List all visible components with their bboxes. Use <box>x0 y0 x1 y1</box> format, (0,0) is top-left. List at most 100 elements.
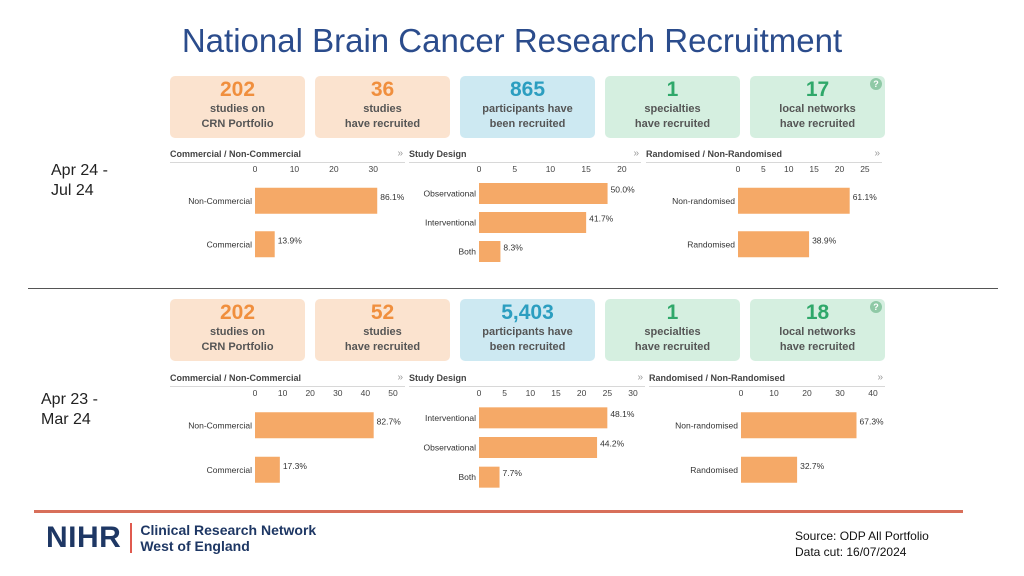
value-label: 17.3% <box>283 461 308 471</box>
bar <box>255 456 280 483</box>
value-label: 8.3% <box>503 243 523 253</box>
nihr-logo-separator <box>130 523 133 553</box>
value-label: 67.3% <box>860 416 885 426</box>
kpi-tile: 202 studies on CRN Portfolio <box>170 76 305 138</box>
expand-icon[interactable]: » <box>874 148 880 159</box>
category-label: Interventional <box>425 413 476 423</box>
x-tick-label: 40 <box>868 388 878 398</box>
kpi-value: 865 <box>509 78 546 101</box>
x-tick-label: 30 <box>369 164 379 174</box>
page-title: National Brain Cancer Research Recruitme… <box>181 22 843 59</box>
bar <box>738 187 850 214</box>
period-label-2023: Apr 23 - Mar 24 <box>41 391 98 428</box>
x-tick-label: 0 <box>253 164 258 174</box>
x-tick-label: 20 <box>329 164 339 174</box>
value-label: 32.7% <box>800 461 825 471</box>
footer-rule <box>34 510 963 513</box>
kpi-label: participants have been recruited <box>482 326 573 353</box>
kpi-label: specialties have recruited <box>634 103 711 130</box>
expand-icon[interactable]: » <box>397 372 403 383</box>
bar <box>741 412 857 439</box>
chart-panel-study-design-2024: Study Design » 0 5 10 15 20 Observational 50.0% I… <box>409 148 641 268</box>
source-note: Source: ODP All Portfolio Data cut: 16/0… <box>795 529 929 559</box>
bar <box>738 231 810 258</box>
section-divider <box>28 288 998 289</box>
bar-chart: 0 10 20 30 Non-Commercial 86.1% Commercial 13.9… <box>188 164 405 258</box>
x-tick-label: 10 <box>278 388 288 398</box>
kpi-tile: 17 local networks have recruited? <box>750 76 885 138</box>
x-tick-label: 5 <box>512 164 517 174</box>
value-label: 44.2% <box>600 439 625 449</box>
help-icon[interactable]: ? <box>870 78 882 90</box>
kpi-tiles-2024: 202 studies on CRN Portfolio 36 studies hav… <box>170 76 885 138</box>
expand-icon[interactable]: » <box>637 372 643 383</box>
value-label: 82.7% <box>377 416 402 426</box>
x-tick-label: 0 <box>477 164 482 174</box>
x-tick-label: 5 <box>502 388 507 398</box>
kpi-tile: 5,403 participants have been recruited <box>460 299 595 361</box>
chart-panel-commercial-2024: Commercial / Non-Commercial » 0 10 20 30 Non-C… <box>170 148 405 268</box>
x-tick-label: 15 <box>551 388 561 398</box>
chart-panel-randomised-2024: Randomised / Non-Randomised » 0 5 10 15 20 25 No… <box>646 148 882 268</box>
chart-title: Commercial / Non-Commercial <box>170 373 302 383</box>
x-tick-label: 0 <box>736 164 741 174</box>
kpi-label: participants have been recruited <box>482 103 573 130</box>
nihr-logo-word: NIHR <box>46 521 122 554</box>
bar-chart: 0 10 20 30 40 50 Non-Commercial 82.7% Commercial… <box>188 388 402 483</box>
value-label: 38.9% <box>812 235 837 245</box>
kpi-value: 52 <box>370 301 395 324</box>
expand-icon[interactable]: » <box>397 148 403 159</box>
chart-panel-study-design-2023: Study Design » 0 5 10 15 20 25 30 Interventional 4… <box>409 372 645 494</box>
bar <box>479 212 587 233</box>
kpi-tile: 36 studies have recruited <box>315 76 450 138</box>
chart-title: Commercial / Non-Commercial <box>170 149 302 159</box>
category-label: Non-Commercial <box>188 196 252 206</box>
category-label: Non-randomised <box>672 196 735 206</box>
kpi-value: 1 <box>666 78 679 101</box>
kpi-label: specialties have recruited <box>634 326 711 353</box>
kpi-tile: 202 studies on CRN Portfolio <box>170 299 305 361</box>
chart-title: Randomised / Non-Randomised <box>649 373 786 383</box>
x-tick-label: 30 <box>835 388 845 398</box>
bar <box>479 407 608 429</box>
category-label: Observational <box>424 443 477 453</box>
x-tick-label: 10 <box>784 164 794 174</box>
expand-icon[interactable]: » <box>633 148 639 159</box>
x-tick-label: 10 <box>769 388 779 398</box>
x-tick-label: 40 <box>361 388 371 398</box>
chart-title: Randomised / Non-Randomised <box>646 149 783 159</box>
bar <box>479 241 501 262</box>
category-label: Randomised <box>690 465 738 475</box>
help-icon[interactable]: ? <box>870 301 882 313</box>
expand-icon[interactable]: » <box>877 372 883 383</box>
value-label: 13.9% <box>278 235 303 245</box>
category-label: Commercial <box>207 239 252 249</box>
value-label: 61.1% <box>853 192 878 202</box>
kpi-label: local networks have recruited <box>779 326 856 353</box>
bar <box>255 187 378 214</box>
kpi-label: studies on CRN Portfolio <box>201 326 274 353</box>
kpi-value: 1 <box>666 301 679 324</box>
value-label: 50.0% <box>611 185 636 195</box>
x-tick-label: 25 <box>603 388 613 398</box>
panel-header: Study Design » <box>409 148 641 163</box>
kpi-tile: 52 studies have recruited <box>315 299 450 361</box>
nihr-logo: NIHR Clinical Research Network West of E… <box>46 521 316 555</box>
panel-header: Randomised / Non-Randomised » <box>646 148 882 163</box>
kpi-value: 202 <box>219 78 256 101</box>
bar <box>479 437 598 458</box>
kpi-tile: 18 local networks have recruited? <box>750 299 885 361</box>
value-label: 86.1% <box>380 192 405 202</box>
kpi-label: studies have recruited <box>344 103 421 130</box>
kpi-tile: 865 participants have been recruited <box>460 76 595 138</box>
kpi-value: 17 <box>805 78 830 101</box>
category-label: Interventional <box>425 218 476 228</box>
nihr-logo-subtitle: Clinical Research Network West of Englan… <box>140 522 317 554</box>
kpi-value: 36 <box>370 78 395 101</box>
x-tick-label: 0 <box>739 388 744 398</box>
x-tick-label: 0 <box>477 388 482 398</box>
x-tick-label: 10 <box>526 388 536 398</box>
x-tick-label: 30 <box>333 388 343 398</box>
panel-header: Randomised / Non-Randomised » <box>649 372 885 387</box>
chart-panel-randomised-2023: Randomised / Non-Randomised » 0 10 20 30 40 Non… <box>649 372 885 494</box>
